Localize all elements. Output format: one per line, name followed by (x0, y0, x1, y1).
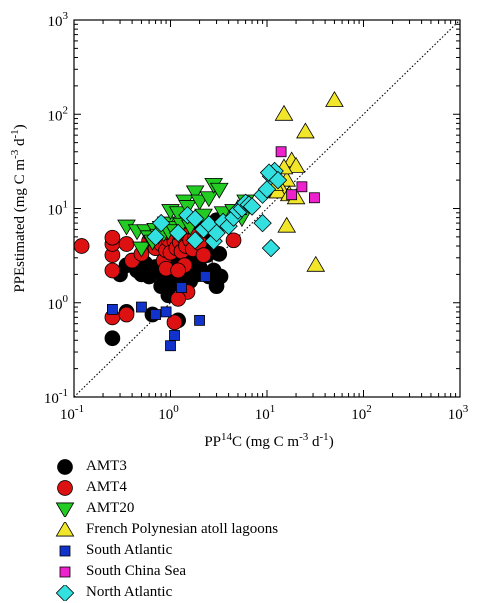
data-point (104, 262, 121, 279)
data-point (261, 238, 281, 258)
data-point (275, 146, 287, 158)
data-point (253, 213, 272, 233)
legend-symbol (55, 502, 75, 517)
legend-symbol (59, 566, 71, 577)
data-point (325, 91, 344, 107)
data-point (306, 255, 326, 272)
data-point (107, 304, 118, 315)
legend-label: French Polynesian atoll lagoons (86, 521, 279, 537)
y-tick-label: 10-1 (44, 387, 68, 407)
legend-marker (59, 545, 71, 556)
y-tick-label: 101 (48, 199, 69, 219)
data-point (211, 246, 228, 262)
legend-marker (59, 566, 71, 577)
data-point (242, 197, 262, 216)
data-point (104, 330, 121, 347)
legend-marker (57, 479, 73, 496)
legend: AMT3 AMT4 AMT20 French Polynesian atoll lag… (52, 456, 472, 603)
data-point (257, 180, 277, 199)
legend-marker (55, 502, 75, 517)
legend-item: North Atlantic (52, 582, 472, 603)
data-point (132, 241, 151, 258)
y-tick-label: 100 (48, 293, 69, 313)
y-axis-label: PPEstimated (mg C m-3 d-1) (9, 124, 28, 292)
legend-label: South Atlantic (86, 542, 173, 558)
data-point (146, 227, 165, 247)
legend-label: AMT4 (86, 479, 127, 495)
data-point (168, 223, 188, 243)
data-point (185, 185, 205, 202)
series-south-china-sea (275, 146, 320, 204)
data-point (195, 247, 212, 263)
data-point (176, 282, 187, 293)
y-tick-label: 102 (48, 104, 69, 124)
data-point (118, 236, 135, 252)
legend-marker (55, 521, 75, 536)
data-point (225, 232, 242, 249)
data-point (73, 238, 90, 254)
legend-symbol (57, 479, 73, 496)
data-point (277, 216, 297, 233)
data-point (150, 309, 161, 320)
data-point (274, 104, 294, 121)
y-tick-label: 103 (48, 10, 69, 30)
data-point (104, 229, 121, 246)
data-point (200, 271, 211, 282)
data-point (185, 231, 205, 250)
x-tick-label: 102 (351, 403, 372, 423)
data-point (151, 213, 171, 233)
data-point (194, 314, 205, 326)
legend-item: AMT3 (52, 456, 472, 477)
legend-label: South China Sea (86, 563, 186, 579)
legend-symbol (59, 545, 71, 556)
data-point (190, 194, 209, 211)
data-point (286, 156, 306, 173)
data-point (169, 330, 180, 341)
series-south-atlantic (107, 271, 211, 352)
axis-labels: PPEstimated (mg C m-3 d-1) PP14C (mg C m… (9, 124, 334, 450)
x-tick-label: 101 (255, 403, 276, 423)
data-point (166, 314, 183, 331)
data-point (286, 189, 298, 201)
legend-marker (57, 458, 73, 475)
legend-label: AMT3 (86, 458, 127, 474)
legend-marker (55, 584, 75, 601)
data-point (136, 301, 147, 313)
x-tick-label: 100 (158, 403, 179, 423)
x-tick-label: 103 (448, 403, 469, 423)
data-point (170, 262, 186, 279)
data-point (212, 268, 229, 285)
one-to-one-line (73, 19, 461, 398)
data-point (199, 191, 219, 208)
data-point (185, 209, 205, 228)
data-point (118, 306, 135, 323)
data-point (296, 122, 315, 139)
data-point (268, 170, 288, 190)
scatter-chart: 10-1 100 101 102 103 10-1 100 101 102 103 PPEstim… (9, 10, 469, 450)
series-north-atlantic (146, 161, 288, 258)
legend-item: French Polynesian atoll lagoons (52, 519, 472, 540)
legend-item: South Atlantic (52, 540, 472, 561)
plot-axes: 10-1 100 101 102 103 10-1 100 101 102 103 (44, 10, 469, 423)
legend-label: AMT20 (86, 500, 135, 516)
legend-symbol (55, 584, 75, 601)
legend-symbol (55, 521, 75, 536)
legend-symbol (57, 458, 73, 475)
x-tick-label: 10-1 (60, 403, 84, 423)
data-points (73, 91, 344, 352)
data-point (209, 182, 229, 199)
series-french-polynesian-atoll-lagoons (228, 91, 344, 272)
legend-item: AMT20 (52, 498, 472, 519)
legend-item: South China Sea (52, 561, 472, 582)
data-point (160, 306, 172, 318)
legend-item: AMT4 (52, 477, 472, 498)
data-point (165, 340, 176, 352)
legend-label: North Atlantic (86, 584, 173, 600)
data-point (296, 181, 308, 193)
data-point (309, 192, 320, 204)
data-point (170, 291, 186, 307)
x-axis-label: PP14C (mg C m-3 d-1) (204, 431, 333, 450)
